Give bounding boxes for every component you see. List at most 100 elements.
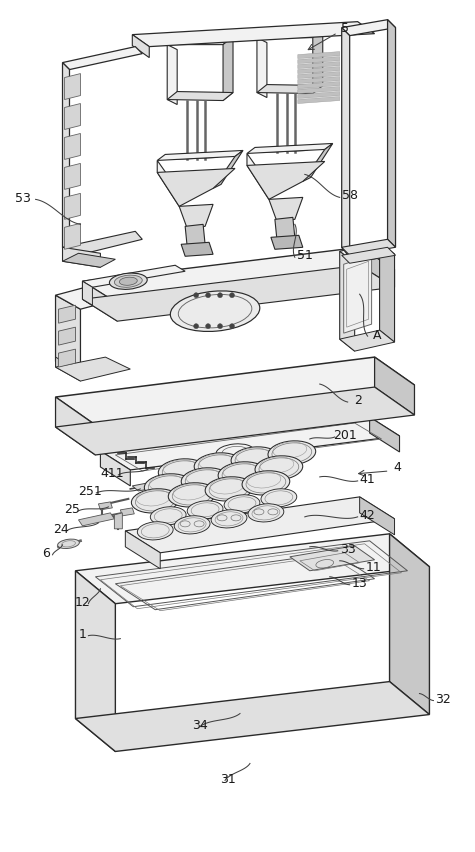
Polygon shape: [76, 682, 429, 751]
Polygon shape: [303, 144, 332, 182]
Polygon shape: [58, 328, 76, 346]
Polygon shape: [56, 296, 80, 376]
Polygon shape: [56, 276, 155, 310]
Polygon shape: [298, 83, 340, 89]
Text: 5: 5: [341, 22, 349, 35]
Text: A: A: [373, 328, 382, 342]
Polygon shape: [263, 147, 315, 153]
Polygon shape: [65, 164, 80, 190]
Ellipse shape: [150, 507, 186, 526]
Polygon shape: [133, 36, 149, 59]
Polygon shape: [63, 254, 115, 268]
Polygon shape: [360, 248, 395, 288]
Text: 251: 251: [78, 485, 102, 498]
Polygon shape: [65, 105, 80, 130]
Text: 411: 411: [101, 467, 124, 480]
Polygon shape: [298, 78, 340, 84]
Polygon shape: [185, 225, 205, 247]
Polygon shape: [247, 154, 271, 200]
Polygon shape: [167, 37, 233, 45]
Ellipse shape: [255, 457, 303, 481]
Text: 32: 32: [436, 692, 451, 705]
Circle shape: [194, 325, 199, 329]
Polygon shape: [360, 498, 395, 535]
Polygon shape: [83, 282, 117, 322]
Polygon shape: [63, 232, 142, 258]
Polygon shape: [179, 205, 213, 229]
Text: 41: 41: [360, 473, 376, 486]
Polygon shape: [58, 349, 76, 368]
Polygon shape: [298, 72, 340, 79]
Ellipse shape: [261, 489, 297, 508]
Polygon shape: [83, 266, 395, 322]
Polygon shape: [98, 503, 113, 510]
Ellipse shape: [158, 459, 206, 483]
Polygon shape: [100, 452, 130, 486]
Polygon shape: [65, 135, 80, 160]
Ellipse shape: [57, 539, 79, 549]
Polygon shape: [100, 417, 399, 470]
Polygon shape: [298, 62, 340, 70]
Polygon shape: [181, 243, 213, 257]
Ellipse shape: [268, 441, 316, 465]
Polygon shape: [167, 45, 177, 106]
Polygon shape: [63, 248, 100, 268]
Ellipse shape: [194, 453, 242, 477]
Polygon shape: [340, 243, 395, 264]
Text: 25: 25: [65, 503, 80, 515]
Ellipse shape: [174, 516, 210, 534]
Ellipse shape: [181, 469, 229, 492]
Text: 12: 12: [75, 596, 90, 608]
Ellipse shape: [211, 510, 247, 528]
Polygon shape: [125, 498, 395, 553]
Polygon shape: [56, 358, 415, 425]
Polygon shape: [76, 571, 115, 751]
Polygon shape: [173, 153, 225, 160]
Text: 6: 6: [42, 547, 49, 560]
Circle shape: [229, 293, 235, 298]
Text: 13: 13: [352, 577, 368, 590]
Polygon shape: [342, 29, 350, 258]
Polygon shape: [133, 481, 162, 492]
Polygon shape: [65, 74, 80, 101]
Polygon shape: [247, 144, 332, 154]
Polygon shape: [257, 31, 323, 38]
Ellipse shape: [231, 447, 279, 471]
Polygon shape: [269, 199, 303, 222]
Polygon shape: [388, 20, 396, 248]
Polygon shape: [370, 417, 399, 452]
Polygon shape: [114, 513, 123, 529]
Polygon shape: [65, 194, 80, 220]
Ellipse shape: [242, 471, 290, 496]
Circle shape: [218, 293, 223, 298]
Polygon shape: [120, 509, 134, 516]
Circle shape: [229, 325, 235, 329]
Polygon shape: [83, 282, 93, 306]
Text: 58: 58: [342, 188, 358, 202]
Ellipse shape: [114, 276, 142, 288]
Ellipse shape: [224, 495, 260, 514]
Polygon shape: [76, 534, 429, 604]
Circle shape: [194, 293, 199, 298]
Polygon shape: [125, 531, 160, 569]
Polygon shape: [342, 20, 396, 37]
Text: 4: 4: [394, 461, 401, 474]
Polygon shape: [271, 236, 303, 250]
Text: 2: 2: [354, 393, 361, 406]
Circle shape: [206, 293, 210, 298]
Polygon shape: [313, 31, 323, 95]
Ellipse shape: [132, 489, 179, 514]
Polygon shape: [58, 306, 76, 324]
Ellipse shape: [218, 463, 266, 486]
Polygon shape: [340, 331, 395, 352]
Polygon shape: [157, 161, 181, 207]
Polygon shape: [390, 534, 429, 715]
Ellipse shape: [137, 522, 173, 540]
Ellipse shape: [187, 501, 223, 520]
Ellipse shape: [119, 278, 137, 286]
Ellipse shape: [248, 504, 284, 522]
Text: 33: 33: [340, 543, 356, 556]
Text: 201: 201: [333, 429, 357, 442]
Circle shape: [206, 325, 210, 329]
Ellipse shape: [171, 291, 260, 332]
